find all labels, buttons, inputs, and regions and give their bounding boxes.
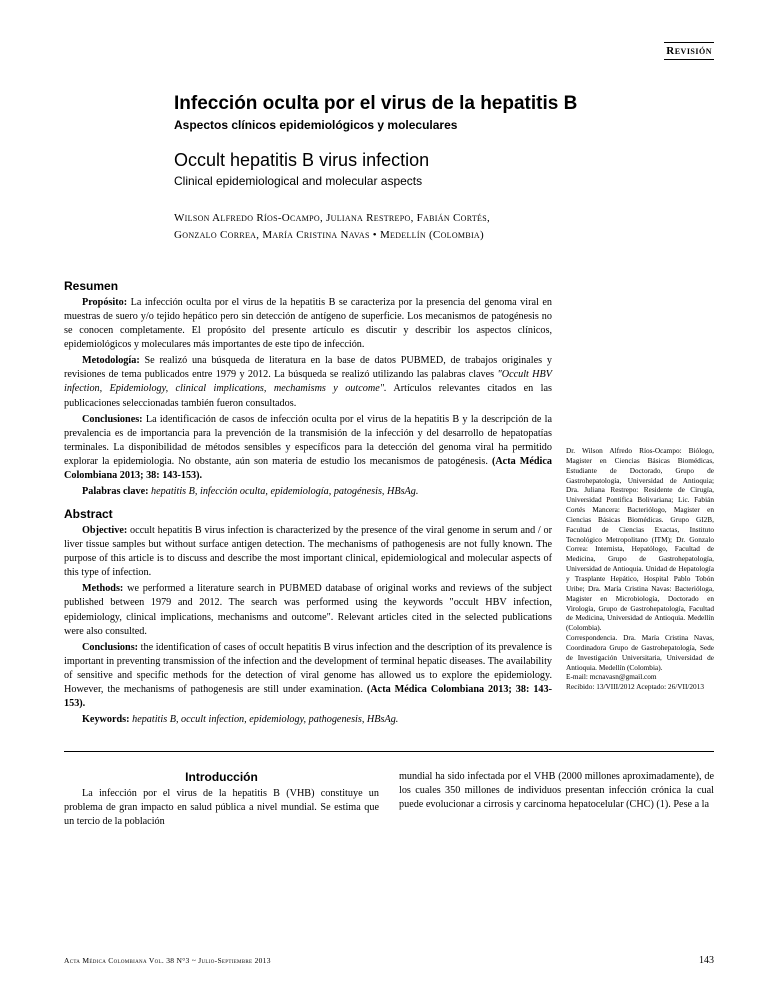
section-category-text: Revisión bbox=[664, 42, 714, 60]
keywords-text: hepatitis B, occult infection, epidemiol… bbox=[130, 714, 399, 725]
main-column: Resumen Propósito: La infección oculta p… bbox=[64, 271, 552, 729]
section-divider bbox=[64, 751, 714, 752]
subtitle-spanish: Aspectos clínicos epidemiológicos y mole… bbox=[174, 118, 714, 132]
page-footer: Acta Médica Colombiana Vol. 38 N°3 ~ Jul… bbox=[64, 955, 714, 966]
methods-text: we performed a literature search in PUBM… bbox=[64, 583, 552, 636]
keywords-label: Keywords: bbox=[82, 714, 130, 725]
received-accepted: Recibido: 13/VIII/2012 Aceptado: 26/VII/… bbox=[566, 682, 714, 692]
conclusiones-label: Conclusiones: bbox=[82, 414, 143, 425]
intro-column-right: mundial ha sido infectada por el VHB (20… bbox=[399, 770, 714, 829]
intro-heading: Introducción bbox=[64, 770, 379, 784]
correspondence-email: E-mail: mcnavasn@gmail.com bbox=[566, 672, 714, 682]
abs-conclusions-label: Conclusions: bbox=[82, 642, 138, 653]
palabras-clave-text: hepatitis B, infección oculta, epidemiol… bbox=[149, 486, 419, 497]
article-header: Infección oculta por el virus de la hepa… bbox=[174, 93, 714, 243]
palabras-clave-label: Palabras clave: bbox=[82, 486, 149, 497]
resumen-metodologia: Metodología: Se realizó una búsqueda de … bbox=[64, 354, 552, 410]
introduction-section: Introducción La infección por el virus d… bbox=[64, 770, 714, 829]
title-english: Occult hepatitis B virus infection bbox=[174, 150, 714, 171]
main-columns: Resumen Propósito: La infección oculta p… bbox=[64, 271, 714, 729]
proposito-text: La infección oculta por el virus de la h… bbox=[64, 297, 552, 350]
intro-text-left: La infección por el virus de la hepatiti… bbox=[64, 787, 379, 829]
title-spanish: Infección oculta por el virus de la hepa… bbox=[174, 93, 714, 115]
metodologia-label: Metodología: bbox=[82, 355, 140, 366]
subtitle-english: Clinical epidemiological and molecular a… bbox=[174, 174, 714, 188]
resumen-keywords: Palabras clave: hepatitis B, infección o… bbox=[64, 485, 552, 499]
abstract-keywords: Keywords: hepatitis B, occult infection,… bbox=[64, 713, 552, 727]
authors: Wilson Alfredo Ríos-Ocampo, Juliana Rest… bbox=[174, 210, 714, 243]
objective-label: Objective: bbox=[82, 525, 127, 536]
authors-line-1: Wilson Alfredo Ríos-Ocampo, Juliana Rest… bbox=[174, 210, 714, 227]
abstract-heading: Abstract bbox=[64, 507, 552, 521]
proposito-label: Propósito: bbox=[82, 297, 127, 308]
intro-column-left: Introducción La infección por el virus d… bbox=[64, 770, 379, 829]
methods-label: Methods: bbox=[82, 583, 123, 594]
resumen-heading: Resumen bbox=[64, 279, 552, 293]
author-affiliations: Dr. Wilson Alfredo Ríos-Ocampo: Biólogo,… bbox=[566, 446, 714, 633]
abstract-methods: Methods: we performed a literature searc… bbox=[64, 582, 552, 638]
journal-reference: Acta Médica Colombiana Vol. 38 N°3 ~ Jul… bbox=[64, 956, 271, 965]
correspondence: Correspondencia. Dra. María Cristina Nav… bbox=[566, 633, 714, 672]
resumen-proposito: Propósito: La infección oculta por el vi… bbox=[64, 296, 552, 352]
abstract-conclusions: Conclusions: the identification of cases… bbox=[64, 641, 552, 711]
page-number: 143 bbox=[699, 955, 714, 966]
abstract-objective: Objective: occult hepatitis B virus infe… bbox=[64, 524, 552, 580]
section-category: Revisión bbox=[64, 42, 714, 63]
sidebar-column: Dr. Wilson Alfredo Ríos-Ocampo: Biólogo,… bbox=[566, 271, 714, 729]
objective-text: occult hepatitis B virus infection is ch… bbox=[64, 525, 552, 578]
authors-line-2: Gonzalo Correa, María Cristina Navas • M… bbox=[174, 227, 714, 244]
resumen-conclusiones: Conclusiones: La identificación de casos… bbox=[64, 413, 552, 483]
intro-text-right: mundial ha sido infectada por el VHB (20… bbox=[399, 770, 714, 812]
